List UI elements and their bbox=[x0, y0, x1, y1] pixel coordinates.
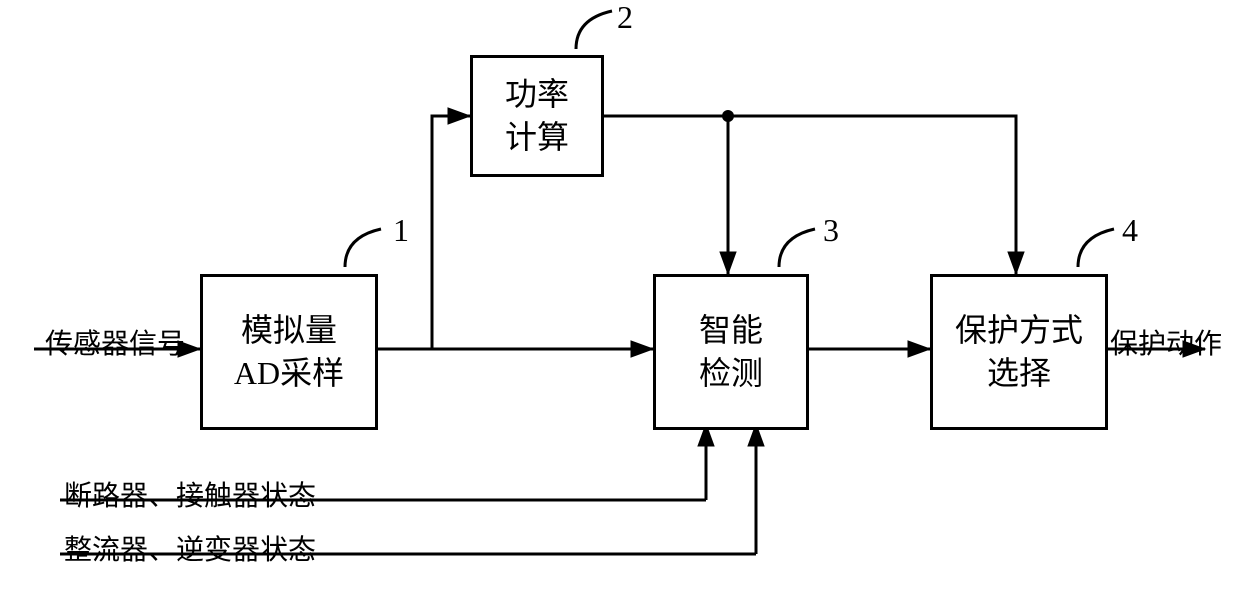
label-rectifier-state: 整流器、逆变器状态 bbox=[64, 528, 316, 568]
block-ad-sampling: 模拟量AD采样 bbox=[200, 274, 378, 430]
block-smart-detect-label: 智能检测 bbox=[699, 309, 763, 395]
block-smart-detect: 智能检测 bbox=[653, 274, 809, 430]
diagram-stage: 模拟量AD采样 功率计算 智能检测 保护方式选择 1 2 3 4 传感器信号 保… bbox=[0, 0, 1239, 607]
label-sensor-signal: 传感器信号 bbox=[45, 322, 185, 362]
callout-num-2: 2 bbox=[617, 0, 633, 36]
label-breaker-state: 断路器、接触器状态 bbox=[64, 474, 316, 514]
block-power-calc-label: 功率计算 bbox=[505, 73, 569, 159]
block-protect-mode: 保护方式选择 bbox=[930, 274, 1108, 430]
block-ad-sampling-label: 模拟量AD采样 bbox=[234, 309, 344, 395]
callout-num-1: 1 bbox=[393, 212, 409, 249]
callout-num-3: 3 bbox=[823, 212, 839, 249]
label-protect-action: 保护动作 bbox=[1110, 322, 1222, 362]
block-power-calc: 功率计算 bbox=[470, 55, 604, 177]
callout-num-4: 4 bbox=[1122, 212, 1138, 249]
block-protect-mode-label: 保护方式选择 bbox=[955, 309, 1083, 395]
